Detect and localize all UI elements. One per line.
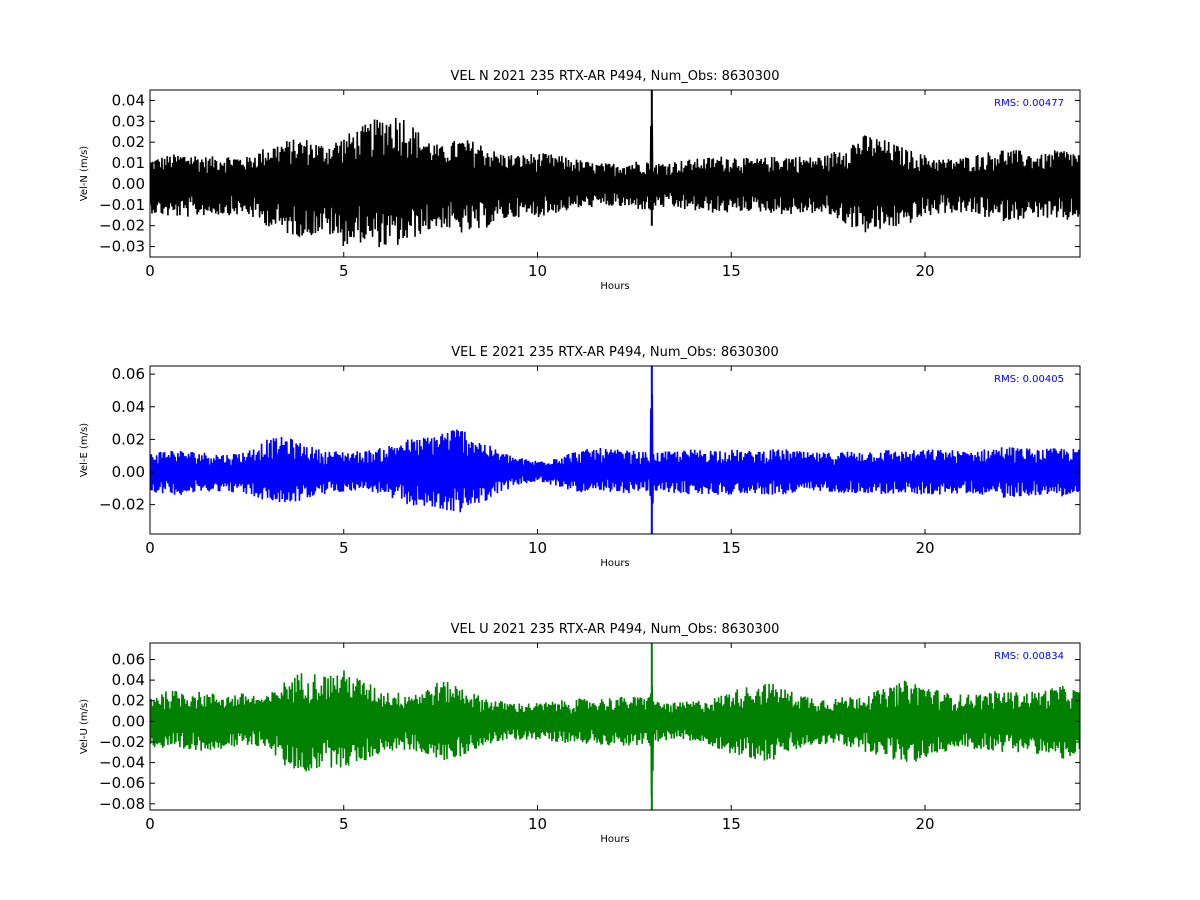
y-tick-label: 0.02 [112,430,145,448]
y-axis-label: Vel-N (m/s) [79,146,90,201]
y-tick-label: 0.00 [112,463,145,481]
y-tick-label: 0.02 [112,133,145,151]
y-tick-label: 0.02 [112,692,145,710]
y-tick-label: 0.04 [112,398,145,416]
x-axis-label: Hours [600,281,629,292]
y-tick-label: 0.06 [112,650,145,668]
panel-1: 0 5 10 15 20 −0.02 0.00 0.02 0.04 0.06 VEL E 2021 … [79,345,1081,569]
x-axis-label: Hours [600,558,629,569]
series-line-0-0 [150,118,1080,248]
plot-frame-0 [149,89,1081,258]
chart-title: VEL N 2021 235 RTX-AR P494, Num_Obs: 863… [451,69,780,84]
x-tick-label: 10 [528,815,547,833]
x-tick-label: 5 [339,262,349,280]
x-tick-label: 5 [339,815,349,833]
chart-title: VEL U 2021 235 RTX-AR P494, Num_Obs: 863… [451,622,780,637]
rms-annotation: RMS: 0.00405 [994,374,1064,385]
y-tick-label: 0.06 [112,365,145,383]
y-tick-label: 0.04 [112,91,145,109]
y-tick-label: −0.03 [99,238,145,256]
x-tick-label: 0 [145,262,155,280]
y-tick-label: 0.00 [112,175,145,193]
series-line-1-0 [150,394,1080,513]
y-tick-label: 0.03 [112,112,145,130]
x-tick-label: 20 [915,539,934,557]
x-tick-label: 0 [145,539,155,557]
panel-2: 0 5 10 15 20 −0.08 −0.06 −0.04 −0.02 0.00 0.02 0.04… [79,622,1081,845]
y-tick-label: 0.04 [112,671,145,689]
x-tick-label: 15 [722,815,741,833]
x-tick-label: 20 [915,815,934,833]
y-tick-label: −0.02 [99,496,145,514]
x-tick-label: 15 [722,539,741,557]
x-tick-label: 0 [145,815,155,833]
y-tick-label: −0.02 [99,217,145,235]
y-tick-label: −0.08 [99,795,145,813]
x-tick-label: 5 [339,539,349,557]
x-axis-label: Hours [600,834,629,845]
x-tick-label: 10 [528,262,547,280]
x-tick-label: 15 [722,262,741,280]
y-tick-label: 0.01 [112,154,145,172]
y-tick-label: −0.02 [99,733,145,751]
y-tick-label: −0.04 [99,754,145,772]
x-tick-label: 20 [915,262,934,280]
y-tick-label: −0.06 [99,774,145,792]
rms-annotation: RMS: 0.00834 [994,651,1064,662]
plot-frame-2 [149,642,1081,811]
y-tick-label: −0.01 [99,196,145,214]
rms-annotation: RMS: 0.00477 [994,98,1064,109]
panel-0: 0 5 10 15 20 −0.03 −0.02 −0.01 0.00 0.01 0.02 0.03 0… [79,69,1081,292]
plot-frame-1 [149,365,1081,535]
x-tick-label: 10 [528,539,547,557]
y-tick-label: 0.00 [112,712,145,730]
y-axis-label: Vel-E (m/s) [79,423,90,477]
chart-title: VEL E 2021 235 RTX-AR P494, Num_Obs: 863… [451,345,778,360]
y-axis-label: Vel-U (m/s) [79,699,90,754]
series-line-2-0 [150,670,1080,796]
